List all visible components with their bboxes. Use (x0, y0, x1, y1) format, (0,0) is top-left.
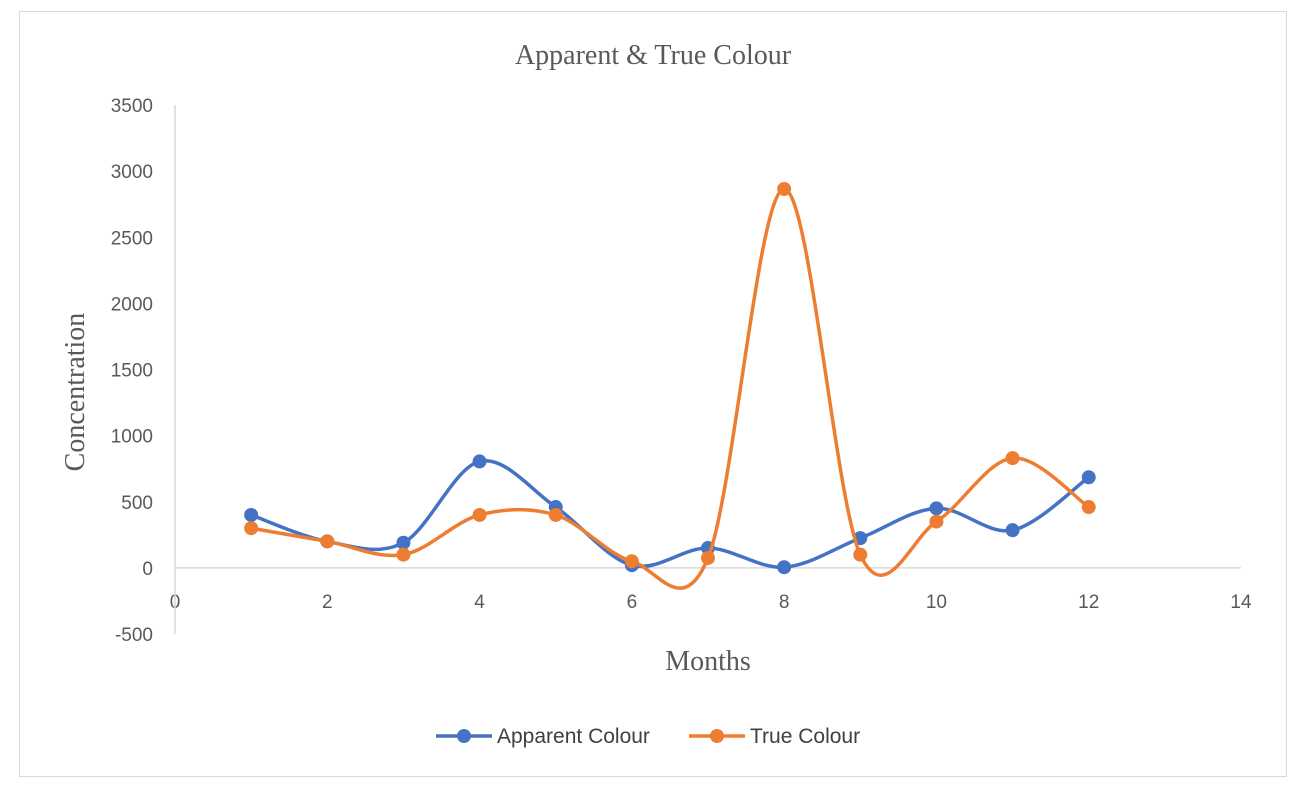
data-point (701, 550, 715, 565)
y-axis-title: Concentration (60, 313, 91, 472)
y-tick-label: 1500 (111, 361, 153, 382)
data-point (777, 560, 792, 575)
legend-item: True Colour (689, 725, 860, 748)
data-point (853, 547, 868, 562)
data-point (624, 554, 639, 569)
x-tick-label: 2 (322, 592, 333, 613)
series-1 (244, 454, 1096, 575)
y-tick-label: 2000 (111, 294, 153, 315)
data-point (320, 534, 335, 549)
data-point (396, 535, 411, 550)
series-line (249, 187, 1091, 590)
x-axis-title: Months (665, 646, 751, 677)
y-tick-labels: 3500 3000 2500 2000 1500 1000 500 0 -500 (111, 96, 153, 646)
x-tick-label: 12 (1078, 592, 1099, 613)
data-point (1081, 500, 1096, 515)
series-line (249, 459, 1091, 569)
data-point (929, 501, 944, 516)
data-point (244, 521, 259, 536)
y-tick-label: -500 (115, 625, 153, 646)
data-point (472, 454, 487, 469)
x-tick-label: 8 (779, 592, 790, 613)
x-tick-label: 14 (1230, 592, 1252, 613)
data-point (777, 181, 792, 196)
series-layer (244, 181, 1096, 590)
y-tick-label: 0 (142, 559, 153, 580)
legend-item: Apparent Colour (436, 725, 650, 748)
legend: Apparent Colour True Colour (436, 725, 860, 748)
legend-marker (457, 729, 471, 743)
data-point (396, 547, 411, 562)
data-point (1081, 470, 1096, 485)
y-tick-label: 3500 (111, 96, 153, 117)
y-tick-label: 3000 (111, 162, 153, 183)
data-point (1005, 523, 1020, 538)
legend-label: Apparent Colour (497, 725, 650, 748)
series-2 (244, 181, 1096, 590)
data-point (548, 507, 563, 522)
legend-marker (710, 729, 724, 743)
y-tick-label: 500 (121, 493, 153, 514)
chart-title: Apparent & True Colour (515, 40, 792, 71)
data-point (472, 507, 487, 522)
data-point (929, 514, 944, 529)
chart-frame (19, 11, 1287, 777)
data-point (1005, 451, 1020, 466)
x-tick-label: 6 (627, 592, 638, 613)
y-tick-label: 1000 (111, 427, 153, 448)
data-point (244, 507, 259, 522)
y-tick-label: 2500 (111, 228, 153, 249)
x-tick-label: 4 (474, 592, 485, 613)
legend-label: True Colour (750, 725, 860, 748)
x-tick-label: 10 (926, 592, 947, 613)
